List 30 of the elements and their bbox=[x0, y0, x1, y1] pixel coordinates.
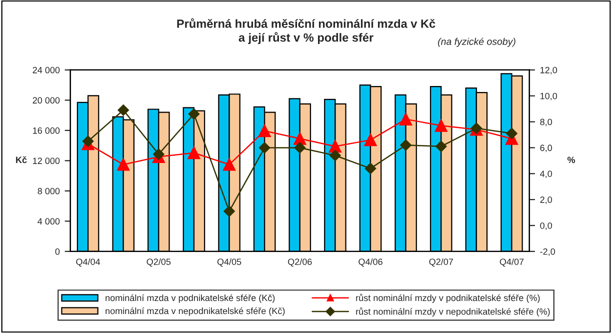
y2-tick-label: -2,0 bbox=[540, 248, 555, 256]
y-tick-label: 12 000 bbox=[33, 158, 60, 164]
legend-label: růst nominální mzdy v podnikatelské sféře (%) bbox=[356, 294, 540, 303]
y-tick-label: 0 bbox=[55, 248, 60, 255]
chart-title: Průměrná hrubá měsíční nominální mzda v Kč a její růst v % podle sfér bbox=[177, 18, 436, 44]
x-tick-label: Q2/06 bbox=[288, 258, 312, 267]
x-tick-label: Q2/05 bbox=[146, 258, 171, 267]
y2-tick-label: 10,0 bbox=[540, 92, 558, 100]
y-tick-label: 8 000 bbox=[38, 188, 60, 194]
y2-tick-label: 4,0 bbox=[540, 170, 552, 178]
y-tick-label: 4 000 bbox=[38, 218, 60, 225]
y-tick-label: 20 000 bbox=[32, 97, 60, 104]
y2-tick-label: 2,0 bbox=[540, 196, 552, 204]
y-tick-label: 24 000 bbox=[32, 66, 60, 74]
legend-label: nominální mzda v nepodnikatelské sféře (Kč) bbox=[106, 307, 285, 316]
chart-subtitle: (na fyzické osoby) bbox=[438, 38, 516, 47]
y2-tick-label: 8,0 bbox=[540, 118, 552, 126]
x-tick-label: Q4/05 bbox=[217, 258, 242, 267]
x-tick-label: Q4/06 bbox=[358, 258, 382, 267]
x-tick-label: Q4/04 bbox=[76, 258, 100, 267]
y2-axis-title: % bbox=[567, 156, 576, 164]
x-tick-label: Q4/07 bbox=[500, 258, 524, 267]
legend-label: nominální mzda v podnikatelské sféře (Kč) bbox=[106, 294, 275, 303]
y-axis-title: Kč bbox=[16, 156, 27, 164]
y2-tick-label: 0,0 bbox=[540, 222, 552, 230]
legend-label: růst nominální mzdy v nepodnikatelské sféře (%) bbox=[356, 307, 550, 317]
y2-tick-label: 12,0 bbox=[540, 66, 558, 74]
x-tick-label: Q2/07 bbox=[429, 258, 453, 267]
y2-tick-label: 6,0 bbox=[540, 144, 552, 152]
y-tick-label: 16 000 bbox=[33, 127, 60, 134]
